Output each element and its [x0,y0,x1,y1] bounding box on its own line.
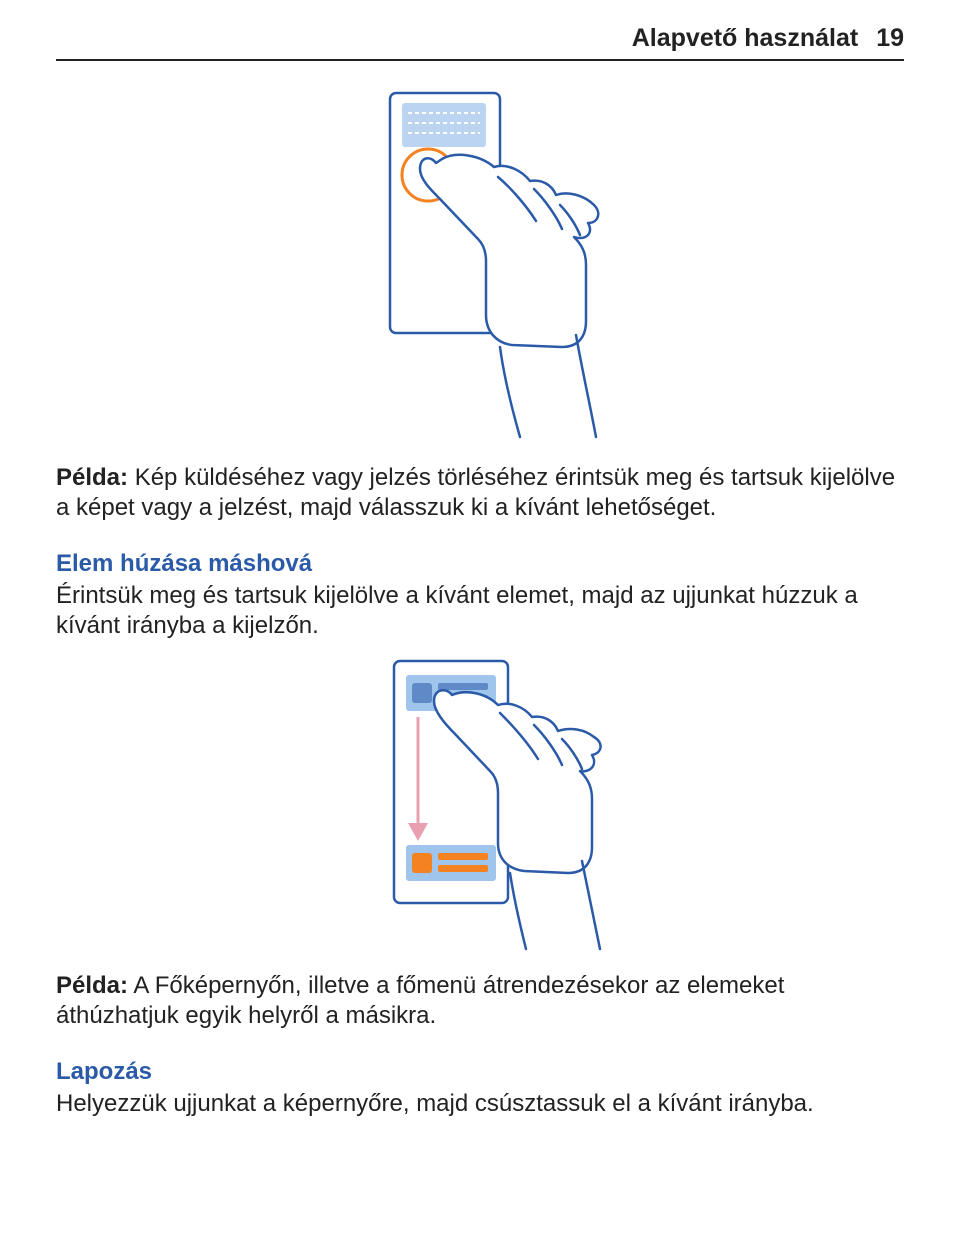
example-2-text: Példa: A Főképernyőn, illetve a főmenü á… [56,971,904,1031]
heading-drag: Elem húzása máshová [56,550,312,577]
section-drag: Elem húzása máshová [56,549,904,579]
example-1-text: Példa: Kép küldéséhez vagy jelzés törlés… [56,463,904,523]
figure-drag [56,655,904,955]
page-header: Alapvető használat 19 [56,24,904,61]
drag-description: Érintsük meg és tartsuk kijelölve a kívá… [56,581,904,641]
heading-swipe: Lapozás [56,1058,152,1085]
example-2-lead: Példa: [56,972,128,999]
example-1-body: Kép küldéséhez vagy jelzés törléséhez ér… [56,464,895,521]
swipe-description: Helyezzük ujjunkat a képernyőre, majd cs… [56,1089,904,1119]
example-2-body: A Főképernyőn, illetve a főmenü átrendez… [56,972,784,1029]
header-title: Alapvető használat [632,24,858,53]
drag-illustration [330,655,630,955]
section-swipe: Lapozás [56,1057,904,1087]
longpress-illustration [330,85,630,445]
example-1-lead: Példa: [56,464,128,491]
header-page-number: 19 [876,24,904,53]
figure-longpress [56,85,904,445]
